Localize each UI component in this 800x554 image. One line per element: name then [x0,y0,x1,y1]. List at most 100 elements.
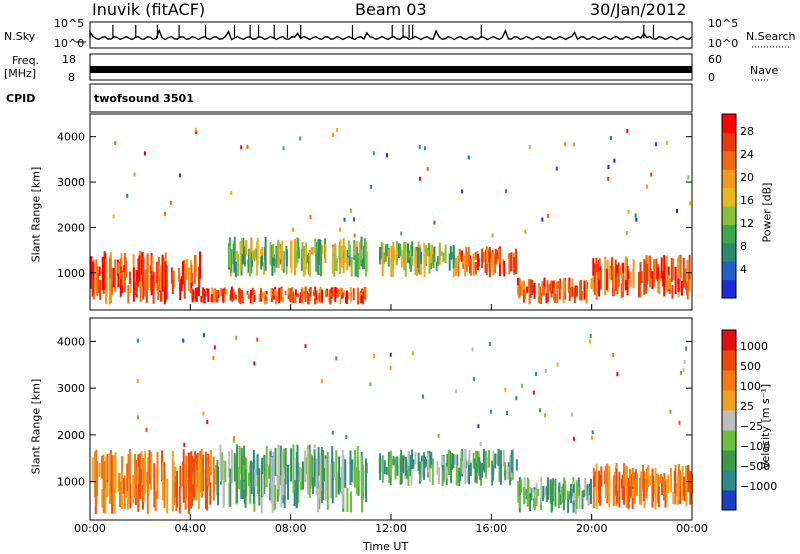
velocity-echo [567,494,570,513]
power-echo [598,270,601,280]
power-echo [584,284,586,297]
velocity-echo [250,462,253,494]
power-echo [474,251,477,260]
power-echo [159,282,162,302]
power-echo [465,252,468,272]
power-echo [345,296,347,304]
power-echo [491,233,494,238]
velocity-echo [542,486,545,501]
velocity-echo [335,450,338,498]
power-echo [194,127,197,132]
power-echo [595,272,598,298]
power-echo [407,243,409,263]
power-echo [362,291,365,299]
power-echo [646,263,649,282]
power-echo [387,249,390,258]
power-echo [171,280,174,295]
velocity-echo [274,485,277,510]
nsky-scale-bottom: 10^0 [54,37,85,50]
velocity-echo [544,413,546,418]
velocity-echo [364,458,367,499]
velocity-echo [625,466,627,482]
velocity-echo [599,475,602,506]
velocity-echo [629,479,632,497]
power-echo [521,281,524,296]
power-echo [230,286,233,299]
velocity-echo [304,344,307,349]
power-echo [481,248,484,269]
velocity-echo [665,478,668,501]
power-echo [363,287,366,297]
velocity-echo [683,359,686,364]
power-echo [680,280,683,296]
power-echo [318,293,321,302]
velocity-echo [455,389,458,394]
power-echo [213,288,216,303]
velocity-echo [521,383,524,388]
velocity-ytick-label: 4000 [57,335,85,348]
velocity-echo [471,347,474,352]
power-echo [256,237,259,265]
velocity-echo [437,433,440,438]
velocity-echo [608,465,611,508]
power-echo [258,293,261,302]
velocity-echo [229,468,232,507]
power-echo [610,257,613,280]
power-echo [484,264,487,273]
power-echo [505,189,507,194]
power-echo [132,254,135,275]
power-echo [230,249,233,273]
velocity-echo [136,338,139,343]
power-colorbar-swatch [722,224,736,244]
velocity-echo [477,424,480,429]
velocity-echo [146,481,149,515]
velocity-echo [121,456,124,485]
nsearch-scale-top: 10^5 [708,17,739,30]
power-echo [640,271,643,283]
power-echo [518,278,521,295]
power-echo [315,241,318,272]
power-colorbar-swatch [722,206,736,225]
velocity-echo [293,480,296,506]
nave-tick-bottom: 0 [708,71,715,84]
power-echo [216,294,219,303]
velocity-echo [515,396,518,401]
velocity-echo [178,486,181,514]
power-echo [319,244,322,277]
power-echo [564,142,567,147]
power-echo [272,243,275,258]
power-echo [609,268,612,279]
velocity-echo [389,456,392,466]
power-echo [428,243,431,257]
velocity-echo [361,455,363,513]
velocity-echo [122,478,125,494]
velocity-echo [473,458,476,469]
power-echo [688,275,691,292]
velocity-echo [672,491,675,505]
velocity-echo [136,466,139,485]
power-echo [663,255,666,297]
velocity-echo [483,449,485,471]
power-echo [649,277,651,288]
power-echo [550,280,553,291]
velocity-echo [554,478,557,507]
velocity-echo [204,451,207,509]
x-axis-label: Time UT [363,540,409,553]
velocity-echo [559,494,562,505]
velocity-echo [171,450,174,512]
power-echo [250,290,252,304]
velocity-echo [535,488,538,506]
velocity-echo [577,477,580,496]
velocity-echo [461,461,464,474]
power-echo [271,245,274,276]
velocity-echo [217,466,219,506]
power-echo [346,249,349,258]
velocity-ytick-label: 1000 [57,476,85,489]
power-echo [270,288,273,298]
velocity-echo [104,462,106,489]
velocity-echo [252,449,255,504]
velocity-echo [127,453,130,479]
velocity-echo [421,461,424,478]
velocity-echo [600,466,603,487]
velocity-echo [475,462,478,484]
